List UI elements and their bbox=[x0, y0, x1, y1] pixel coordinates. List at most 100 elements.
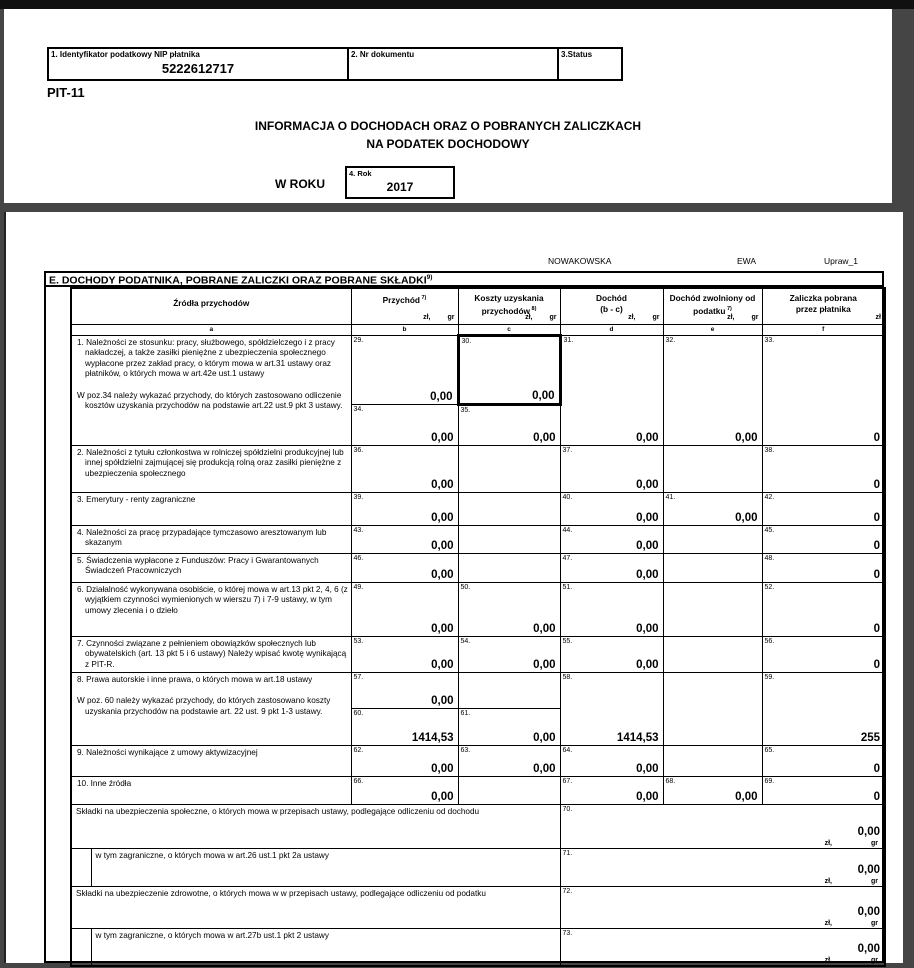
form-title: INFORMACJA O DOCHODACH ORAZ O POBRANYCH … bbox=[18, 117, 878, 153]
cell-value: 0 bbox=[873, 762, 880, 775]
field-72[interactable]: 72. 0,00 zł, gr bbox=[559, 885, 886, 929]
field-70[interactable]: 70. 0,00 zł, gr bbox=[559, 803, 886, 849]
cell-number: 57. bbox=[353, 673, 364, 681]
cell-number: 51. bbox=[562, 583, 573, 591]
field-44[interactable]: 44. 0,00 bbox=[559, 524, 664, 554]
column-header-line: Koszty uzyskania bbox=[474, 293, 544, 303]
table-row: 8. Prawa autorskie i inne prawa, o który… bbox=[70, 671, 886, 746]
field-46[interactable]: 46. 0,00 bbox=[350, 552, 459, 583]
field-47[interactable]: 47. 0,00 bbox=[559, 552, 664, 583]
field-57[interactable]: 57. 0,00 bbox=[350, 671, 459, 709]
nip-label: 1. Identyfikator podatkowy NIP płatnika bbox=[51, 50, 200, 59]
cell-number: 52. bbox=[764, 583, 775, 591]
status-cell[interactable]: 3.Status bbox=[559, 49, 621, 79]
unit-zl: zł, bbox=[824, 877, 832, 885]
column-header-footnote: 8) bbox=[529, 306, 537, 312]
field-63[interactable]: 63. 0,00 bbox=[457, 744, 561, 777]
column-header-line: podatku 7) bbox=[693, 305, 732, 316]
cell-number: 43. bbox=[353, 526, 364, 534]
cell-number: 62. bbox=[353, 746, 364, 754]
field-58[interactable]: 58. 1414,53 bbox=[559, 671, 664, 746]
form-main-page: NOWAKOWSKA EWA Upraw_1 E. DOCHODY PODATN… bbox=[4, 212, 903, 967]
field-45[interactable]: 45. 0 bbox=[761, 524, 886, 554]
row-label: 8. Prawa autorskie i inne prawa, o który… bbox=[70, 671, 352, 746]
field-34[interactable]: 34. 0,00 bbox=[350, 403, 459, 446]
field-66[interactable]: 66. 0,00 bbox=[350, 775, 459, 805]
field-69[interactable]: 69. 0 bbox=[761, 775, 886, 805]
field-36[interactable]: 36. 0,00 bbox=[350, 444, 459, 493]
field-71[interactable]: 71. 0,00 zł, gr bbox=[559, 847, 886, 887]
field-33[interactable]: 33. 0 bbox=[761, 334, 886, 446]
nip-cell[interactable]: 1. Identyfikator podatkowy NIP płatnika … bbox=[49, 49, 349, 79]
field-42[interactable]: 42. 0 bbox=[761, 491, 886, 526]
column-header-line: przychodów 8) bbox=[481, 305, 537, 316]
field-52[interactable]: 52. 0 bbox=[761, 581, 886, 637]
field-61[interactable]: 61. 0,00 bbox=[457, 707, 561, 746]
field-43[interactable]: 43. 0,00 bbox=[350, 524, 459, 554]
field-32[interactable]: 32. 0,00 bbox=[662, 334, 763, 446]
document-number-cell[interactable]: 2. Nr dokumentu bbox=[349, 49, 559, 79]
cell-value: 0,00 bbox=[533, 762, 556, 775]
table-row: w tym zagraniczne, o których mowa w art.… bbox=[70, 847, 886, 887]
cell-value: 0,00 bbox=[636, 790, 659, 803]
field-59[interactable]: 59. 255 bbox=[761, 671, 886, 746]
row-label: 7. Czynności związane z pełnieniem obowi… bbox=[70, 635, 352, 673]
table-header-row: Źródła przychodów Przychód 7) zł, gr Koszty … bbox=[70, 287, 886, 325]
field-54[interactable]: 54. 0,00 bbox=[457, 635, 561, 673]
row-label-paragraph: W poz. 60 należy wykazać przychody, do k… bbox=[77, 696, 331, 716]
cell-number: 73. bbox=[562, 929, 573, 937]
cell-number: 70. bbox=[562, 805, 573, 813]
field-56[interactable]: 56. 0 bbox=[761, 635, 886, 673]
cell-value: 0,00 bbox=[857, 943, 880, 955]
table-row: Składki na ubezpieczenia społeczne, o kt… bbox=[70, 803, 886, 849]
field-64[interactable]: 64. 0,00 bbox=[559, 744, 664, 777]
field-29[interactable]: 29. 0,00 bbox=[350, 334, 459, 405]
field-62[interactable]: 62. 0,00 bbox=[350, 744, 459, 777]
field-48[interactable]: 48. 0 bbox=[761, 552, 886, 583]
row-label-paragraph: 5. Świadczenia wypłacone z Funduszów: Pr… bbox=[77, 555, 319, 576]
field-55[interactable]: 55. 0,00 bbox=[559, 635, 664, 673]
taxpayer-upraw: Upraw_1 bbox=[824, 256, 859, 266]
field-41[interactable]: 41. 0,00 bbox=[662, 491, 763, 526]
field-60[interactable]: 60. 1414,53 bbox=[350, 707, 459, 746]
cell-value: 0,00 bbox=[636, 622, 659, 635]
table-row: 34. 0,00 35. 0,00 bbox=[71, 403, 885, 446]
empty-cell bbox=[662, 671, 763, 746]
row-label-paragraph: 3. Emerytury - renty zagraniczne bbox=[77, 494, 196, 504]
nip-value: 5222612717 bbox=[161, 61, 235, 76]
cell-value: 0,00 bbox=[431, 790, 454, 803]
cell-value: 0,00 bbox=[735, 431, 758, 444]
year-box[interactable]: 4. Rok 2017 bbox=[345, 166, 455, 199]
column-header-line: (b - c) bbox=[600, 304, 623, 314]
row-label: 6. Działalność wykonywana osobiście, o k… bbox=[70, 581, 352, 637]
field-37[interactable]: 37. 0,00 bbox=[559, 444, 664, 493]
empty-cell bbox=[662, 635, 763, 673]
field-38[interactable]: 38. 0 bbox=[761, 444, 886, 493]
cell-value: 0 bbox=[873, 478, 880, 491]
cell-number: 72. bbox=[562, 887, 573, 895]
row-label-paragraph: 8. Prawa autorskie i inne prawa, o który… bbox=[77, 674, 313, 684]
field-35[interactable]: 35. 0,00 bbox=[457, 403, 561, 446]
unit-gr: gr bbox=[871, 919, 878, 927]
field-31[interactable]: 31. 0,00 bbox=[559, 334, 664, 446]
column-letter-a: a bbox=[70, 323, 352, 336]
field-51[interactable]: 51. 0,00 bbox=[559, 581, 664, 637]
field-67[interactable]: 67. 0,00 bbox=[559, 775, 664, 805]
row-label: w tym zagraniczne, o których mowa w art.… bbox=[90, 847, 561, 887]
field-65[interactable]: 65. 0 bbox=[761, 744, 886, 777]
cell-value: 0 bbox=[873, 790, 880, 803]
table-row: 2. Należności z tytułu członkostwa w rol… bbox=[70, 444, 886, 493]
row-label-paragraph: 1. Należności ze stosunku: pracy, służbo… bbox=[77, 337, 335, 379]
field-49[interactable]: 49. 0,00 bbox=[350, 581, 459, 637]
cell-number: 37. bbox=[562, 446, 573, 454]
field-73[interactable]: 73. 0,00 zł, gr bbox=[559, 927, 886, 967]
field-53[interactable]: 53. 0,00 bbox=[350, 635, 459, 673]
field-68[interactable]: 68. 0,00 bbox=[662, 775, 763, 805]
field-30[interactable]: 30. 0,00 bbox=[456, 333, 562, 406]
field-39[interactable]: 39. 0,00 bbox=[350, 491, 459, 526]
field-50[interactable]: 50. 0,00 bbox=[457, 581, 561, 637]
cell-number: 50. bbox=[460, 583, 471, 591]
field-40[interactable]: 40. 0,00 bbox=[559, 491, 664, 526]
cell-value: 0,00 bbox=[857, 825, 880, 838]
cell-number: 39. bbox=[353, 493, 364, 501]
